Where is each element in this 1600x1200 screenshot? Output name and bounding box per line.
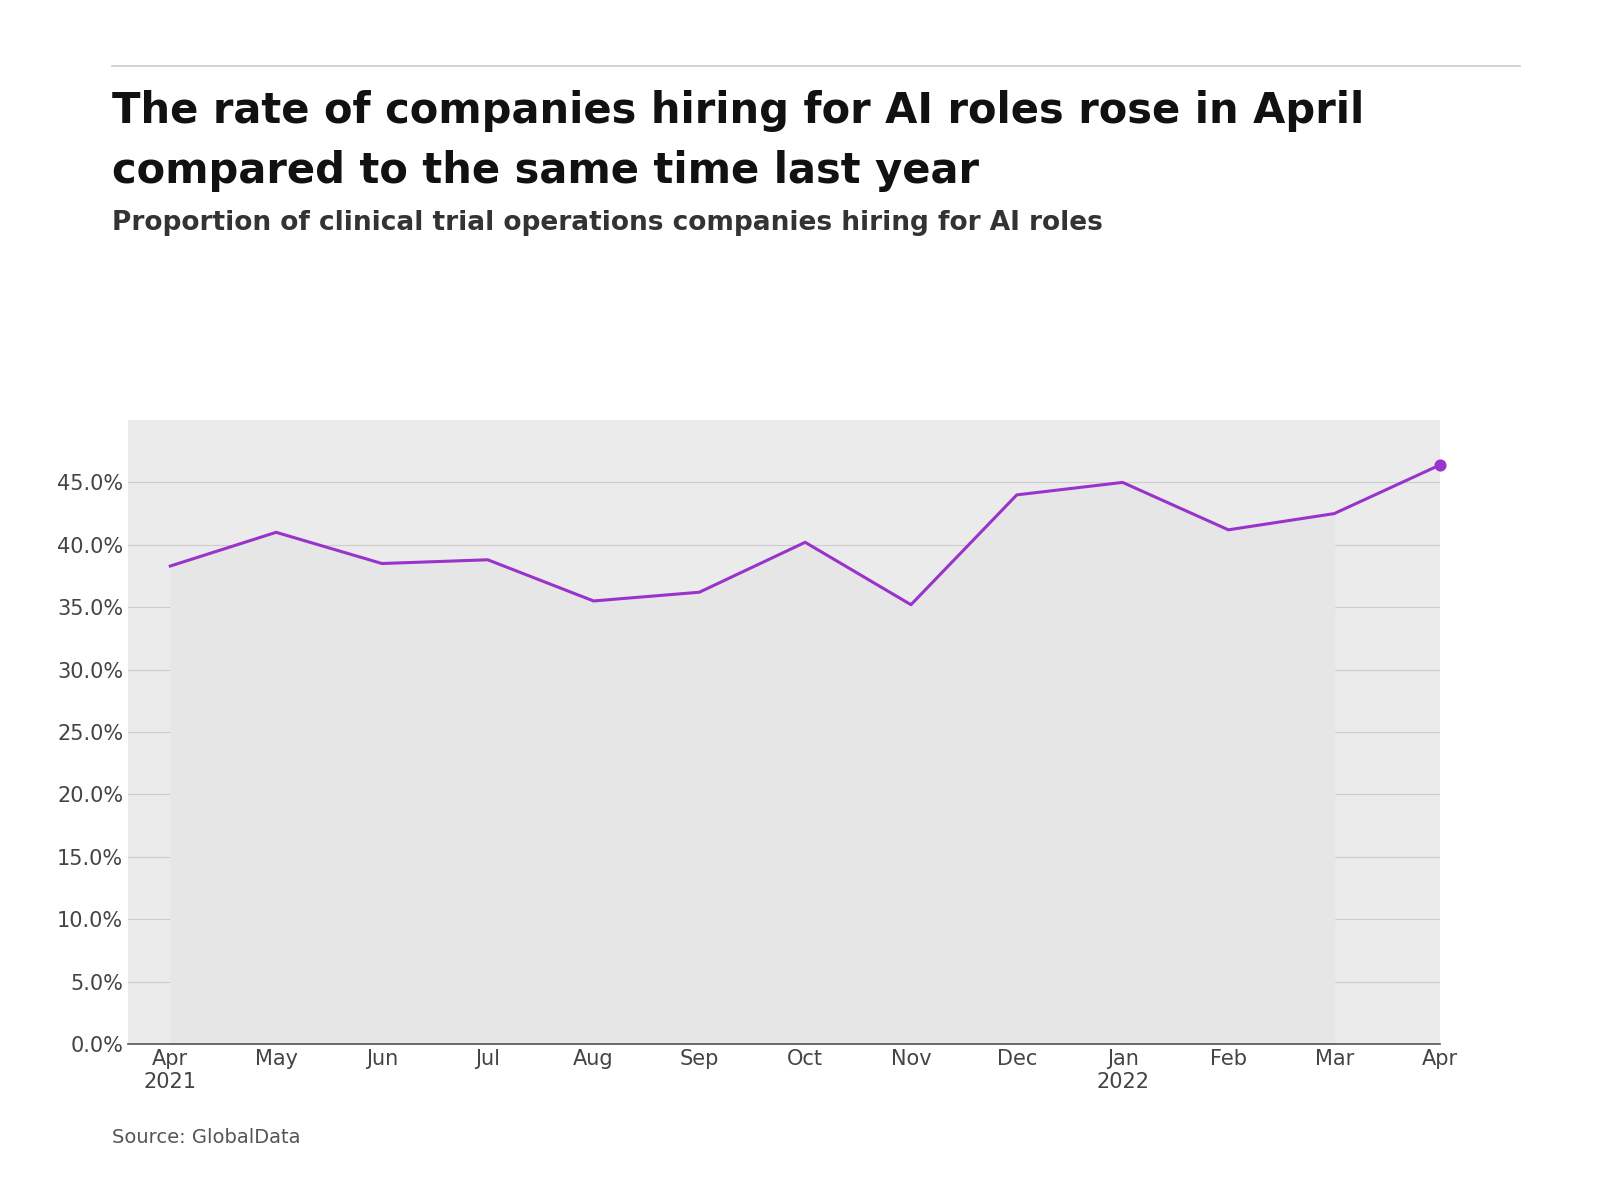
Text: compared to the same time last year: compared to the same time last year — [112, 150, 979, 192]
Point — [1427, 455, 1453, 474]
Text: Source: GlobalData: Source: GlobalData — [112, 1128, 301, 1147]
Text: Proportion of clinical trial operations companies hiring for AI roles: Proportion of clinical trial operations … — [112, 210, 1102, 236]
Text: The rate of companies hiring for AI roles rose in April: The rate of companies hiring for AI role… — [112, 90, 1365, 132]
